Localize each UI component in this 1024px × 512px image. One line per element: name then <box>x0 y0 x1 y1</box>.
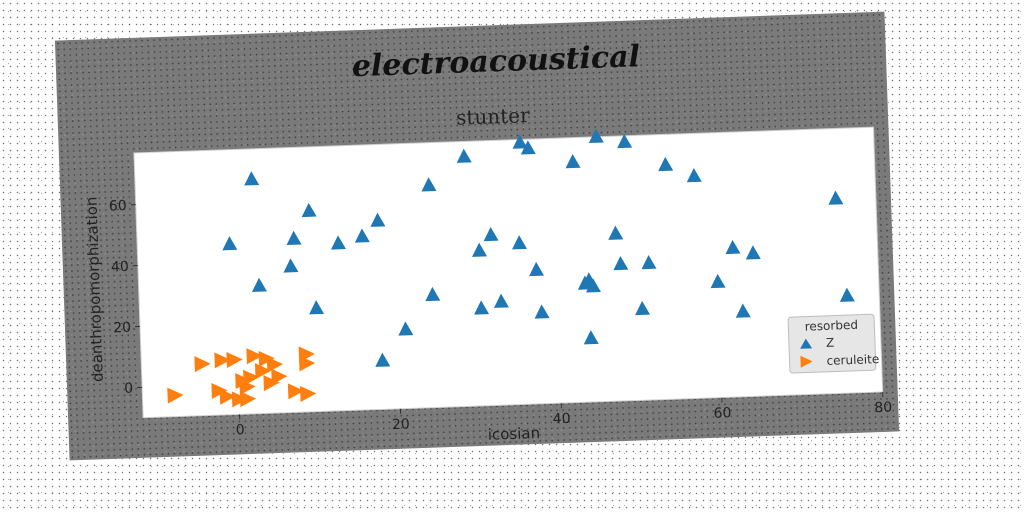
data-point-z <box>483 226 499 242</box>
legend: resorbed Z ceruleite <box>787 313 879 374</box>
data-point-z <box>635 300 651 316</box>
data-point-z <box>286 230 302 246</box>
data-point-ceruleite <box>239 391 257 408</box>
data-point-z <box>425 286 441 302</box>
data-point-z <box>251 277 267 292</box>
data-point-z <box>375 352 391 367</box>
data-point-z <box>725 239 741 255</box>
axis-ticks: 0 20 40 60 80 0 20 40 60 <box>109 198 893 439</box>
data-point-ceruleite <box>167 387 184 404</box>
data-point-z <box>588 128 604 144</box>
data-point-z <box>534 304 550 319</box>
data-point-ceruleite <box>219 388 236 405</box>
data-point-ceruleite <box>214 352 231 369</box>
data-point-z <box>283 258 299 273</box>
data-point-z <box>354 228 370 243</box>
scatter-chart: electroacoustical stunter 0 20 40 60 80 0 20 40… <box>82 39 893 444</box>
data-point-ceruleite <box>258 350 275 367</box>
data-point-z <box>617 133 633 149</box>
data-point-z <box>529 261 545 277</box>
data-point-z <box>686 168 702 183</box>
data-point-z <box>583 330 599 345</box>
data-point-ceruleite <box>287 383 305 400</box>
chart-title: stunter <box>456 103 531 130</box>
data-point-ceruleite <box>226 351 243 368</box>
data-point-z <box>710 273 726 289</box>
data-point-z <box>309 300 325 315</box>
legend-box <box>787 313 877 374</box>
y-tick-label: 20 <box>113 320 131 337</box>
data-point-z <box>839 287 855 302</box>
legend-marker-ceruleite <box>800 355 813 368</box>
data-point-z <box>641 254 657 270</box>
data-point-z <box>398 321 414 336</box>
data-point-ceruleite <box>243 369 260 386</box>
data-point-z <box>456 148 472 163</box>
data-point-z <box>828 190 844 205</box>
data-point-ceruleite <box>246 348 263 365</box>
data-point-z <box>244 171 260 186</box>
data-point-z <box>421 177 437 192</box>
x-tick-label: 60 <box>713 405 731 422</box>
data-point-ceruleite <box>263 375 280 392</box>
data-point-z <box>370 212 386 227</box>
x-tick-label: 80 <box>874 400 892 417</box>
legend-label-z: Z <box>826 336 835 350</box>
data-point-z <box>520 140 536 155</box>
data-point-z <box>658 156 674 172</box>
x-tick-label: 20 <box>392 416 410 433</box>
data-point-z <box>474 300 490 315</box>
chart-suptitle: electroacoustical <box>351 39 640 84</box>
data-point-ceruleite <box>271 368 288 385</box>
plot-area <box>133 126 884 419</box>
data-point-ceruleite <box>298 355 316 372</box>
data-point-z <box>493 293 509 308</box>
data-point-z <box>745 245 761 260</box>
data-point-ceruleite <box>254 363 272 380</box>
data-point-ceruleite <box>194 356 211 373</box>
y-axis-label: deanthropomorphization <box>82 196 106 382</box>
data-point-z <box>222 236 238 251</box>
data-point-z <box>512 134 528 149</box>
data-point-z <box>512 235 528 250</box>
legend-label-ceruleite: ceruleite <box>826 352 879 368</box>
data-point-z <box>330 235 346 250</box>
data-point-ceruleite <box>239 378 256 395</box>
data-point-z <box>301 202 317 218</box>
legend-marker-z <box>800 338 813 349</box>
data-point-ceruleite <box>211 382 228 399</box>
data-point-ceruleite <box>231 391 249 408</box>
y-tick-label: 60 <box>109 198 127 215</box>
x-axis-label: icosian <box>487 424 540 444</box>
data-point-z <box>565 153 581 169</box>
x-tick-label: 0 <box>235 422 244 438</box>
data-point-z <box>472 242 488 257</box>
legend-title: resorbed <box>805 318 859 334</box>
y-tick-label: 0 <box>124 381 133 397</box>
data-points <box>167 128 855 408</box>
x-tick-label: 40 <box>553 411 571 428</box>
y-tick-label: 40 <box>111 259 129 276</box>
data-point-z <box>585 278 601 293</box>
data-point-z <box>613 255 629 271</box>
chart-figure: electroacoustical stunter 0 20 40 60 80 0 20 40… <box>54 11 900 461</box>
data-point-z <box>608 225 624 240</box>
data-point-ceruleite <box>300 385 317 402</box>
data-point-z <box>735 303 751 318</box>
data-point-ceruleite <box>266 356 284 373</box>
